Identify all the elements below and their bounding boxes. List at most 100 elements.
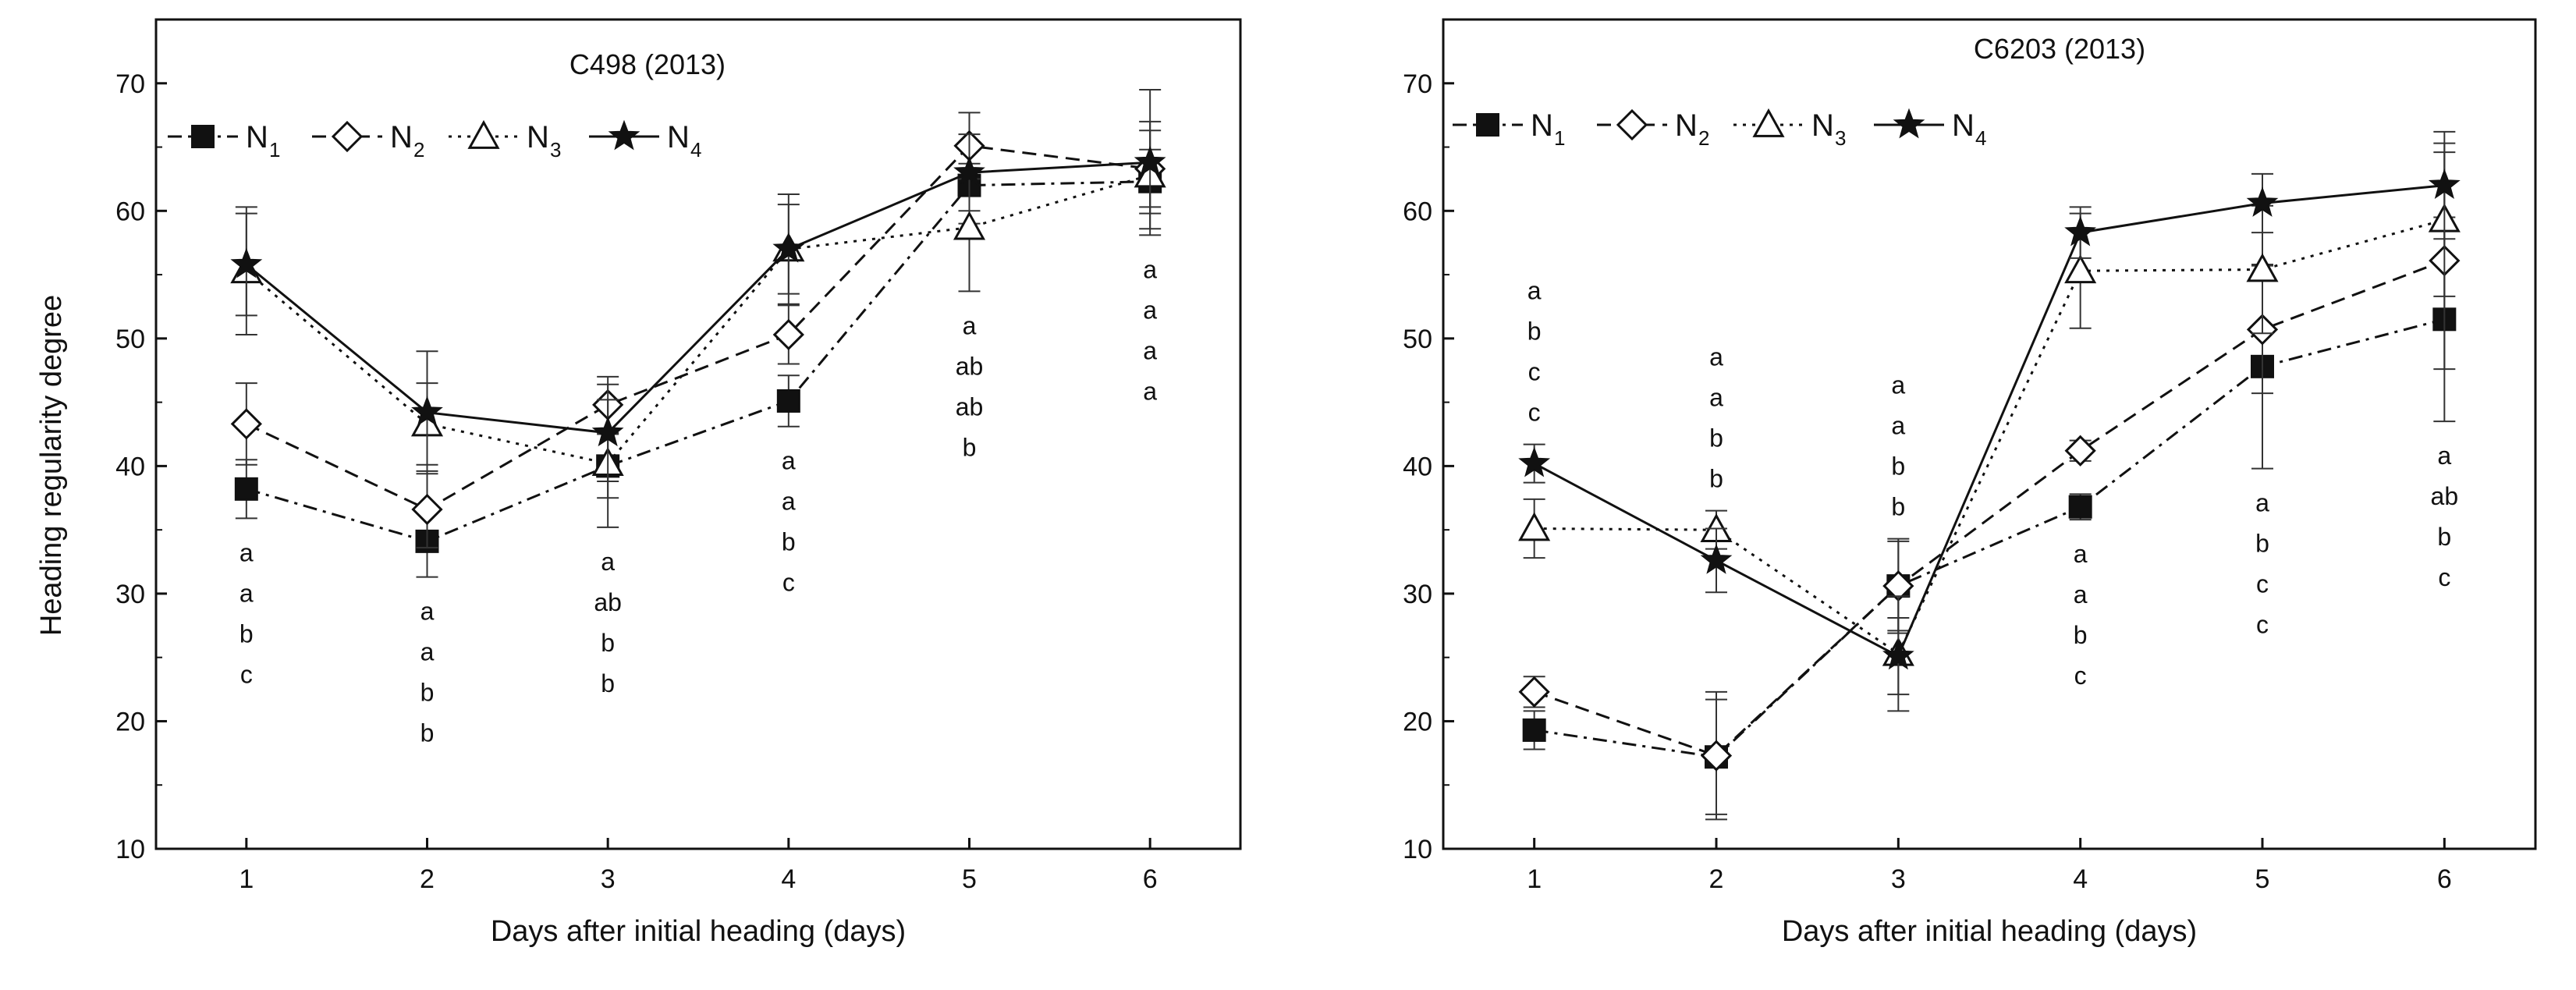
series-line: [1533, 184, 2445, 658]
data-point: [1134, 145, 1166, 176]
y-axis-label: Heading regularity degree: [35, 295, 68, 636]
x-axis-label: Days after initial heading (days): [1782, 915, 2197, 948]
significance-letter: a: [1143, 255, 1157, 283]
significance-letter: a: [1528, 277, 1542, 305]
significance-letter: a: [1709, 343, 1723, 371]
series-n3: [230, 120, 1166, 528]
chart-panel-c498: C498 (2013) Days after initial heading (…: [35, 18, 1242, 948]
legend-marker: [191, 125, 215, 148]
data-point: [2428, 169, 2461, 199]
significance-letter: b: [1709, 465, 1723, 493]
significance-letter: a: [240, 579, 254, 607]
significance-letter: b: [601, 669, 615, 697]
data-point: [411, 396, 443, 427]
significance-letter: ab: [594, 588, 622, 616]
legend-label-subscript: 2: [413, 138, 424, 161]
significance-letter: a: [1891, 371, 1905, 399]
plot-frame: [1442, 18, 2537, 850]
series-line: [1534, 218, 2445, 656]
chart-panel-c6203: C6203 (2013) Days after initial heading …: [1403, 18, 2537, 948]
legend-marker: [331, 120, 364, 153]
legend-label: N: [1811, 108, 1834, 143]
significance-letter: a: [963, 311, 977, 339]
legend-marker: [1752, 108, 1785, 137]
series-n3: [1518, 142, 2461, 712]
series-line: [1534, 259, 2445, 758]
significance-letter: b: [1891, 493, 1905, 521]
significance-letter: c: [2438, 563, 2450, 591]
legend-marker: [1893, 108, 1925, 139]
legend-label-subscript: 1: [269, 138, 280, 161]
data-point: [1518, 676, 1550, 708]
series-n2: [1518, 151, 2461, 821]
y-tick-label: 50: [115, 325, 145, 354]
legend-marker: [608, 119, 640, 151]
series-n1: [1522, 216, 2457, 815]
data-point: [1522, 718, 1546, 742]
series-line: [245, 161, 1151, 435]
data-point: [772, 232, 805, 263]
legend-label: N: [246, 120, 268, 154]
y-tick-label: 20: [1403, 707, 1432, 736]
significance-letter: a: [1891, 412, 1905, 440]
x-tick-label: 2: [420, 864, 435, 894]
significance-letter: c: [1528, 358, 1541, 386]
series-line: [1534, 318, 2445, 758]
y-tick-label: 40: [115, 452, 145, 481]
significance-letter: a: [420, 598, 435, 626]
legend-marker: [1476, 113, 1499, 137]
legend-label-subscript: 2: [1698, 126, 1709, 150]
data-point: [230, 408, 262, 440]
legend-marker: [1616, 108, 1648, 141]
legend-label-subscript: 4: [1975, 126, 1986, 150]
x-tick-label: 3: [601, 864, 616, 894]
data-point: [230, 247, 263, 279]
significance-letter: ab: [956, 352, 984, 380]
y-tick-label: 20: [115, 707, 145, 736]
y-tick-label: 10: [1403, 835, 1432, 864]
legend-label-subscript: 3: [550, 138, 561, 161]
series-n2: [230, 112, 1166, 549]
x-tick-label: 1: [239, 864, 254, 894]
significance-letter: a: [2437, 442, 2451, 470]
y-tick-label: 40: [1403, 452, 1432, 481]
data-point: [953, 211, 986, 240]
x-tick-label: 4: [781, 864, 796, 894]
significance-letter: b: [2074, 621, 2088, 649]
x-tick-label: 4: [2073, 864, 2088, 894]
significance-letter: b: [2437, 523, 2451, 551]
data-point: [776, 389, 800, 413]
chart-title: C498 (2013): [569, 48, 726, 80]
significance-letter: c: [2074, 662, 2087, 690]
significance-letter: a: [2255, 489, 2269, 517]
legend-label-subscript: 4: [690, 138, 701, 161]
series-n4: [1518, 130, 2461, 696]
legend-label: N: [1531, 108, 1553, 143]
x-tick-label: 6: [1143, 864, 1158, 894]
legend-label: N: [527, 120, 549, 154]
data-point: [1700, 740, 1733, 772]
y-tick-label: 30: [1403, 580, 1432, 609]
x-tick-label: 3: [1891, 864, 1906, 894]
significance-letter: a: [782, 488, 796, 516]
significance-letter: c: [1528, 399, 1541, 427]
data-point: [2068, 495, 2092, 519]
significance-letter: a: [782, 447, 796, 475]
series-line: [246, 180, 1151, 543]
data-point: [2246, 253, 2279, 282]
data-point: [953, 155, 985, 186]
significance-letter: b: [240, 619, 254, 648]
series-line: [246, 144, 1151, 511]
x-axis-label: Days after initial heading (days): [491, 915, 906, 948]
significance-letter: ab: [2431, 482, 2459, 510]
data-point: [1518, 446, 1551, 477]
significance-letter: b: [1709, 424, 1723, 452]
plot-frame: [154, 18, 1242, 850]
series-n1: [234, 146, 1162, 578]
significance-letter: b: [420, 679, 435, 707]
legend-label: N: [390, 120, 413, 154]
data-point: [2064, 254, 2097, 284]
